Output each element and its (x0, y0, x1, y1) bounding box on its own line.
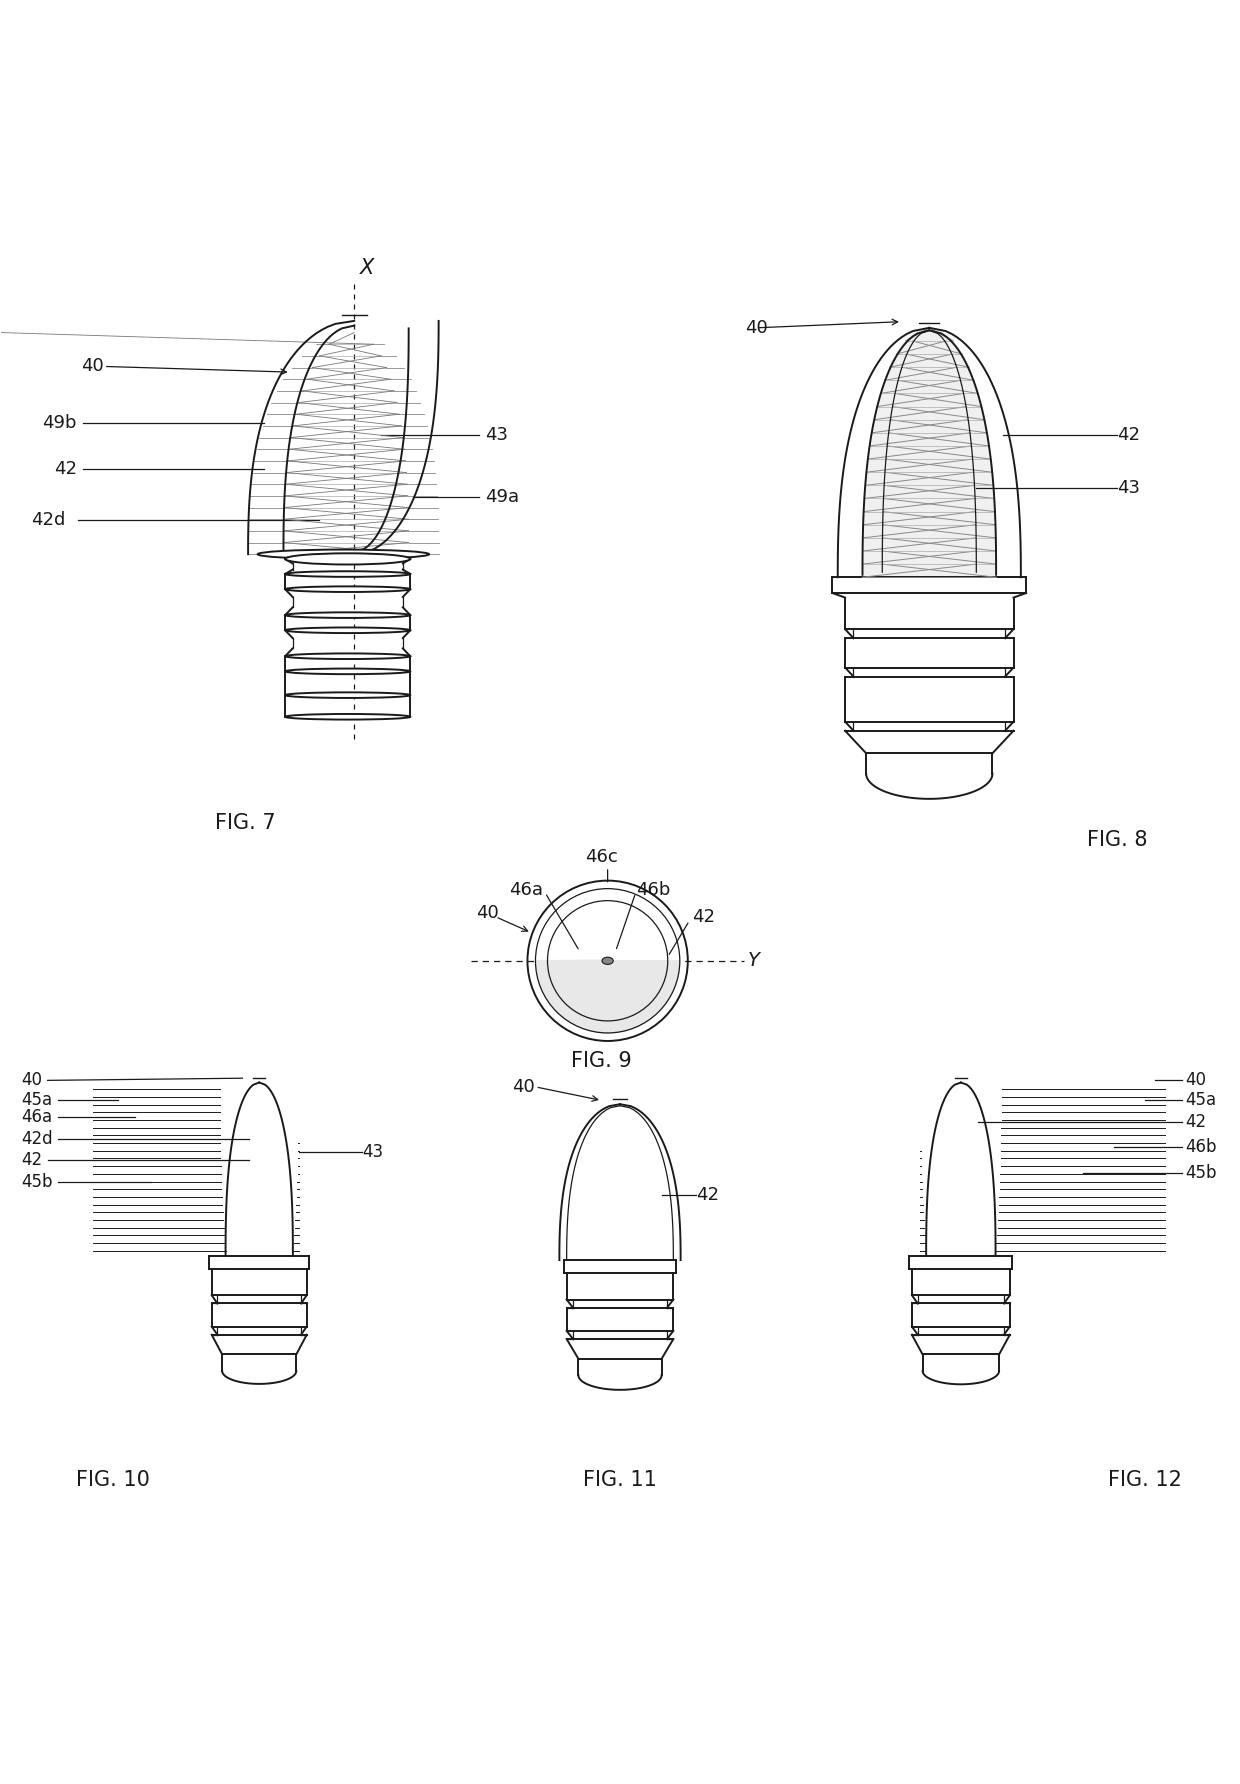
Text: 42: 42 (1117, 426, 1141, 444)
Text: 49a: 49a (485, 489, 520, 507)
Text: 40: 40 (476, 904, 498, 922)
Text: 42: 42 (1185, 1113, 1207, 1131)
Text: 40: 40 (745, 319, 768, 337)
Text: 42: 42 (53, 460, 77, 478)
Text: 49b: 49b (42, 414, 77, 432)
Text: 40: 40 (21, 1072, 42, 1090)
Text: 42d: 42d (21, 1129, 53, 1147)
Text: 42: 42 (696, 1186, 719, 1204)
Text: 46c: 46c (585, 847, 618, 867)
Ellipse shape (285, 653, 410, 658)
Text: 42d: 42d (31, 510, 66, 530)
Text: 46a: 46a (510, 881, 543, 899)
Text: 40: 40 (81, 357, 104, 375)
Ellipse shape (285, 714, 410, 719)
Polygon shape (863, 328, 996, 578)
Text: 40: 40 (512, 1078, 534, 1095)
Text: 46b: 46b (1185, 1138, 1216, 1156)
Text: 42: 42 (692, 908, 714, 926)
Text: 45a: 45a (21, 1090, 53, 1110)
Ellipse shape (285, 553, 410, 564)
Text: FIG. 10: FIG. 10 (76, 1470, 150, 1490)
Ellipse shape (601, 958, 614, 965)
Text: FIG. 11: FIG. 11 (583, 1470, 657, 1490)
Text: 43: 43 (485, 426, 508, 444)
Text: 42: 42 (21, 1151, 43, 1170)
Text: 45a: 45a (1185, 1090, 1216, 1110)
Ellipse shape (285, 587, 410, 592)
Text: FIG. 9: FIG. 9 (570, 1051, 631, 1072)
Ellipse shape (285, 571, 410, 576)
Polygon shape (536, 960, 680, 1033)
Text: X: X (360, 257, 373, 278)
Ellipse shape (285, 612, 410, 617)
Text: 40: 40 (1185, 1072, 1207, 1090)
Text: 45b: 45b (21, 1174, 53, 1192)
Ellipse shape (258, 549, 429, 558)
Ellipse shape (285, 628, 410, 633)
Text: 43: 43 (1117, 480, 1141, 498)
Text: FIG. 7: FIG. 7 (215, 814, 275, 833)
Text: 45b: 45b (1185, 1165, 1216, 1183)
Text: 46a: 46a (21, 1108, 53, 1126)
Ellipse shape (285, 692, 410, 698)
Ellipse shape (285, 669, 410, 674)
Text: 43: 43 (362, 1144, 383, 1161)
Text: FIG. 12: FIG. 12 (1107, 1470, 1182, 1490)
Text: 46b: 46b (636, 881, 670, 899)
Text: Y: Y (748, 951, 760, 970)
Text: FIG. 8: FIG. 8 (1087, 830, 1147, 851)
